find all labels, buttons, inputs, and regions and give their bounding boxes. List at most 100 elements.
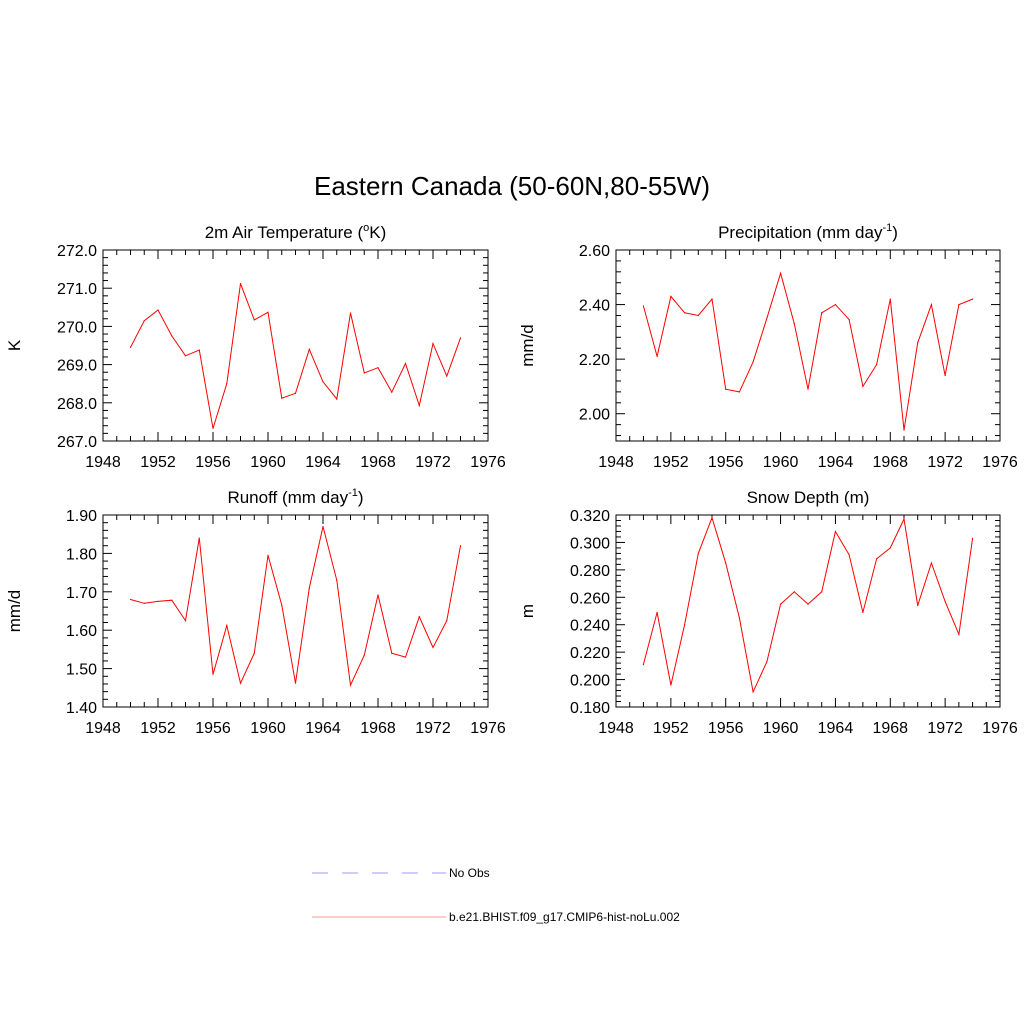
x-tick-label: 1960	[763, 720, 799, 737]
y-tick-label: 0.300	[570, 535, 610, 552]
temperature-panel: 2m Air Temperature (oK) 1948 1952 1956 1960 1…	[5, 222, 506, 471]
legend-model-label: b.e21.BHIST.f09_g17.CMIP6-hist-noLu.002	[449, 910, 680, 924]
x-tick-label: 1968	[872, 720, 908, 737]
x-tick-label: 1976	[982, 454, 1018, 471]
precipitation-data-point	[875, 364, 878, 366]
y-tick-label: 268.0	[57, 396, 97, 413]
precipitation-data-point	[930, 303, 933, 306]
runoff-data-point	[446, 620, 448, 622]
snow-depth-data-point	[917, 604, 919, 607]
precipitation-title: Precipitation (mm day-1)	[718, 222, 898, 242]
precipitation-data-point	[779, 272, 782, 274]
x-tick-label: 1968	[360, 720, 396, 737]
snow-depth-data-point	[642, 663, 645, 666]
y-tick-label: 0.240	[570, 618, 610, 635]
runoff-data-point	[212, 673, 214, 675]
x-tick-label: 1968	[360, 454, 396, 471]
precipitation-data-point	[807, 388, 809, 390]
runoff-data-point	[336, 579, 338, 581]
precipitation-data-point	[889, 298, 891, 300]
snow-depth-data-point	[889, 547, 891, 549]
x-tick-label: 1952	[653, 720, 689, 737]
x-tick-label: 1948	[598, 454, 634, 471]
y-tick-label: 1.60	[66, 623, 97, 640]
snow-depth-data-point	[711, 517, 713, 519]
y-tick-label: 2.60	[579, 243, 610, 260]
temperature-data-point	[404, 362, 407, 365]
y-tick-label: 1.50	[66, 662, 97, 679]
precipitation-data-point	[917, 342, 919, 344]
precipitation-data-point	[697, 314, 699, 317]
runoff-data-point	[391, 652, 393, 654]
temperature-data-point	[336, 398, 338, 400]
runoff-data-point	[281, 604, 283, 606]
snow-depth-data-point	[766, 661, 768, 663]
runoff-data-point	[322, 525, 324, 528]
precipitation-data-point	[683, 312, 686, 314]
snow-depth-data-point	[834, 530, 837, 533]
x-tick-label: 1956	[708, 454, 744, 471]
snow-depth-data-point	[793, 591, 795, 593]
y-tick-label: 271.0	[57, 281, 97, 298]
y-tick-label: 2.20	[579, 352, 610, 369]
temperature-data-point	[143, 320, 145, 322]
runoff-data-point	[404, 656, 407, 658]
runoff-data-point	[349, 684, 352, 686]
y-tick-label: 2.00	[579, 407, 610, 424]
main-title: Eastern Canada (50-60N,80-55W)	[314, 171, 710, 201]
runoff-panel: Runoff (mm day-1) 1948 1952 1956 1960 1964 196…	[5, 487, 506, 737]
temperature-data-point	[171, 335, 173, 337]
temperature-data-point	[253, 319, 255, 321]
runoff-ylabel: mm/d	[5, 590, 24, 633]
runoff-data-point	[253, 652, 255, 654]
x-tick-label: 1964	[818, 454, 854, 471]
x-tick-label: 1952	[140, 720, 176, 737]
snow-depth-data-point	[875, 558, 878, 560]
snow-depth-data-point	[683, 624, 686, 626]
temperature-data-point	[129, 346, 132, 349]
y-tick-label: 0.220	[570, 645, 610, 662]
x-tick-label: 1952	[140, 454, 176, 471]
precipitation-data-point	[971, 298, 974, 300]
temperature-ylabel: K	[5, 339, 24, 351]
runoff-title: Runoff (mm day-1)	[227, 487, 363, 507]
precipitation-panel: Precipitation (mm day-1) 1948 1952 1956 1960…	[518, 222, 1018, 471]
temperature-data-point	[267, 311, 269, 313]
temperature-data-point	[226, 383, 228, 385]
runoff-data-point	[226, 624, 228, 627]
temperature-data-point	[322, 381, 324, 383]
y-tick-label: 0.260	[570, 590, 610, 607]
temperature-data-point	[459, 337, 462, 339]
y-tick-label: 1.70	[66, 585, 97, 602]
y-tick-label: 267.0	[57, 434, 97, 451]
panels: 2m Air Temperature (oK) 1948 1952 1956 1960 1…	[5, 222, 1018, 737]
y-tick-label: 0.320	[570, 508, 610, 525]
runoff-data-point	[418, 616, 420, 618]
snow-depth-ylabel: m	[518, 604, 537, 618]
precipitation-data-point	[725, 388, 727, 390]
y-tick-label: 0.180	[570, 700, 610, 717]
runoff-data-point	[432, 646, 434, 649]
temperature-data-point	[418, 404, 420, 407]
precipitation-ylabel: mm/d	[518, 324, 537, 367]
temperature-data-point	[391, 391, 393, 393]
snow-depth-data-point	[725, 562, 727, 564]
runoff-data-point	[267, 554, 269, 556]
y-tick-label: 2.40	[579, 298, 610, 315]
y-tick-label: 270.0	[57, 319, 97, 336]
precipitation-data-point	[903, 429, 905, 431]
snow-depth-data-point	[670, 684, 672, 686]
x-tick-label: 1960	[250, 720, 286, 737]
x-tick-label: 1968	[872, 454, 908, 471]
precipitation-data-point	[834, 303, 837, 306]
snow-depth-data-point	[738, 617, 741, 619]
precipitation-data-point	[656, 355, 658, 358]
snow-depth-panel: Snow Depth (m) 1948 1952 1956 1960 1964 1968 19…	[518, 488, 1018, 737]
y-tick-label: 272.0	[57, 243, 97, 260]
precipitation-data-point	[944, 374, 946, 377]
runoff-data-point	[198, 537, 200, 539]
x-tick-label: 1964	[305, 720, 341, 737]
y-tick-label: 269.0	[57, 358, 97, 375]
runoff-data-point	[308, 587, 310, 589]
x-tick-label: 1976	[982, 720, 1018, 737]
